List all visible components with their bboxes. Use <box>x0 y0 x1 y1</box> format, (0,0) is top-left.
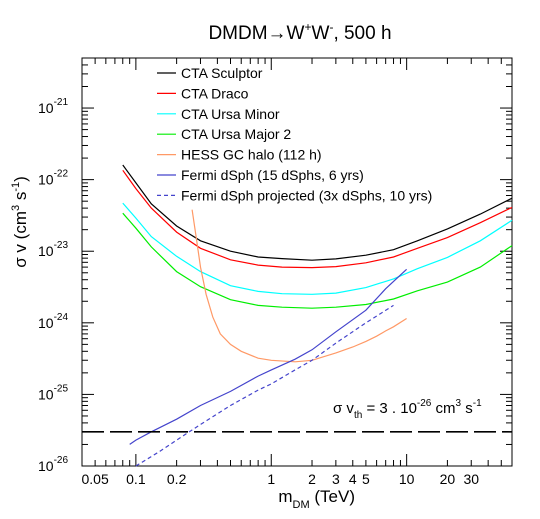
legend: CTA Sculptor CTA Draco CTA Ursa Minor CTA U… <box>157 65 432 203</box>
y-tick-label: 10-26 <box>38 455 68 474</box>
threshold-annotation: σ vth = 3 . 10-26 cm3 s-1 <box>333 398 482 421</box>
legend-label: Fermi dSph (15 dSphs, 6 yrs) <box>181 167 364 183</box>
legend-label: CTA Ursa Major 2 <box>181 126 291 142</box>
x-tick-label: 3 <box>332 471 340 487</box>
x-tick-label: 1 <box>267 471 275 487</box>
series-line <box>122 169 513 269</box>
x-tick-label: 20 <box>440 471 456 487</box>
series-line <box>191 209 407 363</box>
x-tick-labels: 0.05 0.1 0.2 1 2 3 4 5 10 20 30 <box>81 471 479 487</box>
series-line <box>129 268 408 445</box>
x-tick-label: 4 <box>349 471 357 487</box>
y-tick-label: 10-25 <box>38 383 68 402</box>
y-tick-label: 10-24 <box>38 312 68 331</box>
legend-label: HESS GC halo (112 h) <box>181 147 322 163</box>
x-tick-label: 0.05 <box>81 471 108 487</box>
legend-label: Fermi dSph projected (3x dSphs, 10 yrs) <box>181 187 432 203</box>
x-tick-label: 2 <box>308 471 316 487</box>
x-tick-label: 5 <box>362 471 370 487</box>
legend-label: CTA Sculptor <box>181 65 263 81</box>
y-tick-label: 10-21 <box>38 97 68 116</box>
y-tick-label: 10-22 <box>38 169 68 188</box>
x-tick-label: 0.2 <box>167 471 187 487</box>
series-line <box>135 304 394 467</box>
y-axis-label: σ v (cm3 s-1) <box>10 176 30 268</box>
x-axis-label: mDM (TeV) <box>278 487 355 511</box>
x-tick-label: 10 <box>399 471 415 487</box>
series-line <box>122 212 513 309</box>
y-tick-labels: 10-26 10-25 10-24 10-23 10-22 10-21 <box>38 97 68 474</box>
x-tick-label: 30 <box>463 471 479 487</box>
chart-title: DMDM→W+W-, 500 h <box>208 20 391 44</box>
legend-label: CTA Draco <box>181 85 249 101</box>
y-tick-label: 10-23 <box>38 240 68 259</box>
x-tick-label: 0.1 <box>126 471 146 487</box>
series-line <box>122 164 513 261</box>
legend-label: CTA Ursa Minor <box>181 106 280 122</box>
series-line <box>122 202 513 295</box>
axis-ticks <box>81 57 513 467</box>
series-curves <box>82 164 513 467</box>
